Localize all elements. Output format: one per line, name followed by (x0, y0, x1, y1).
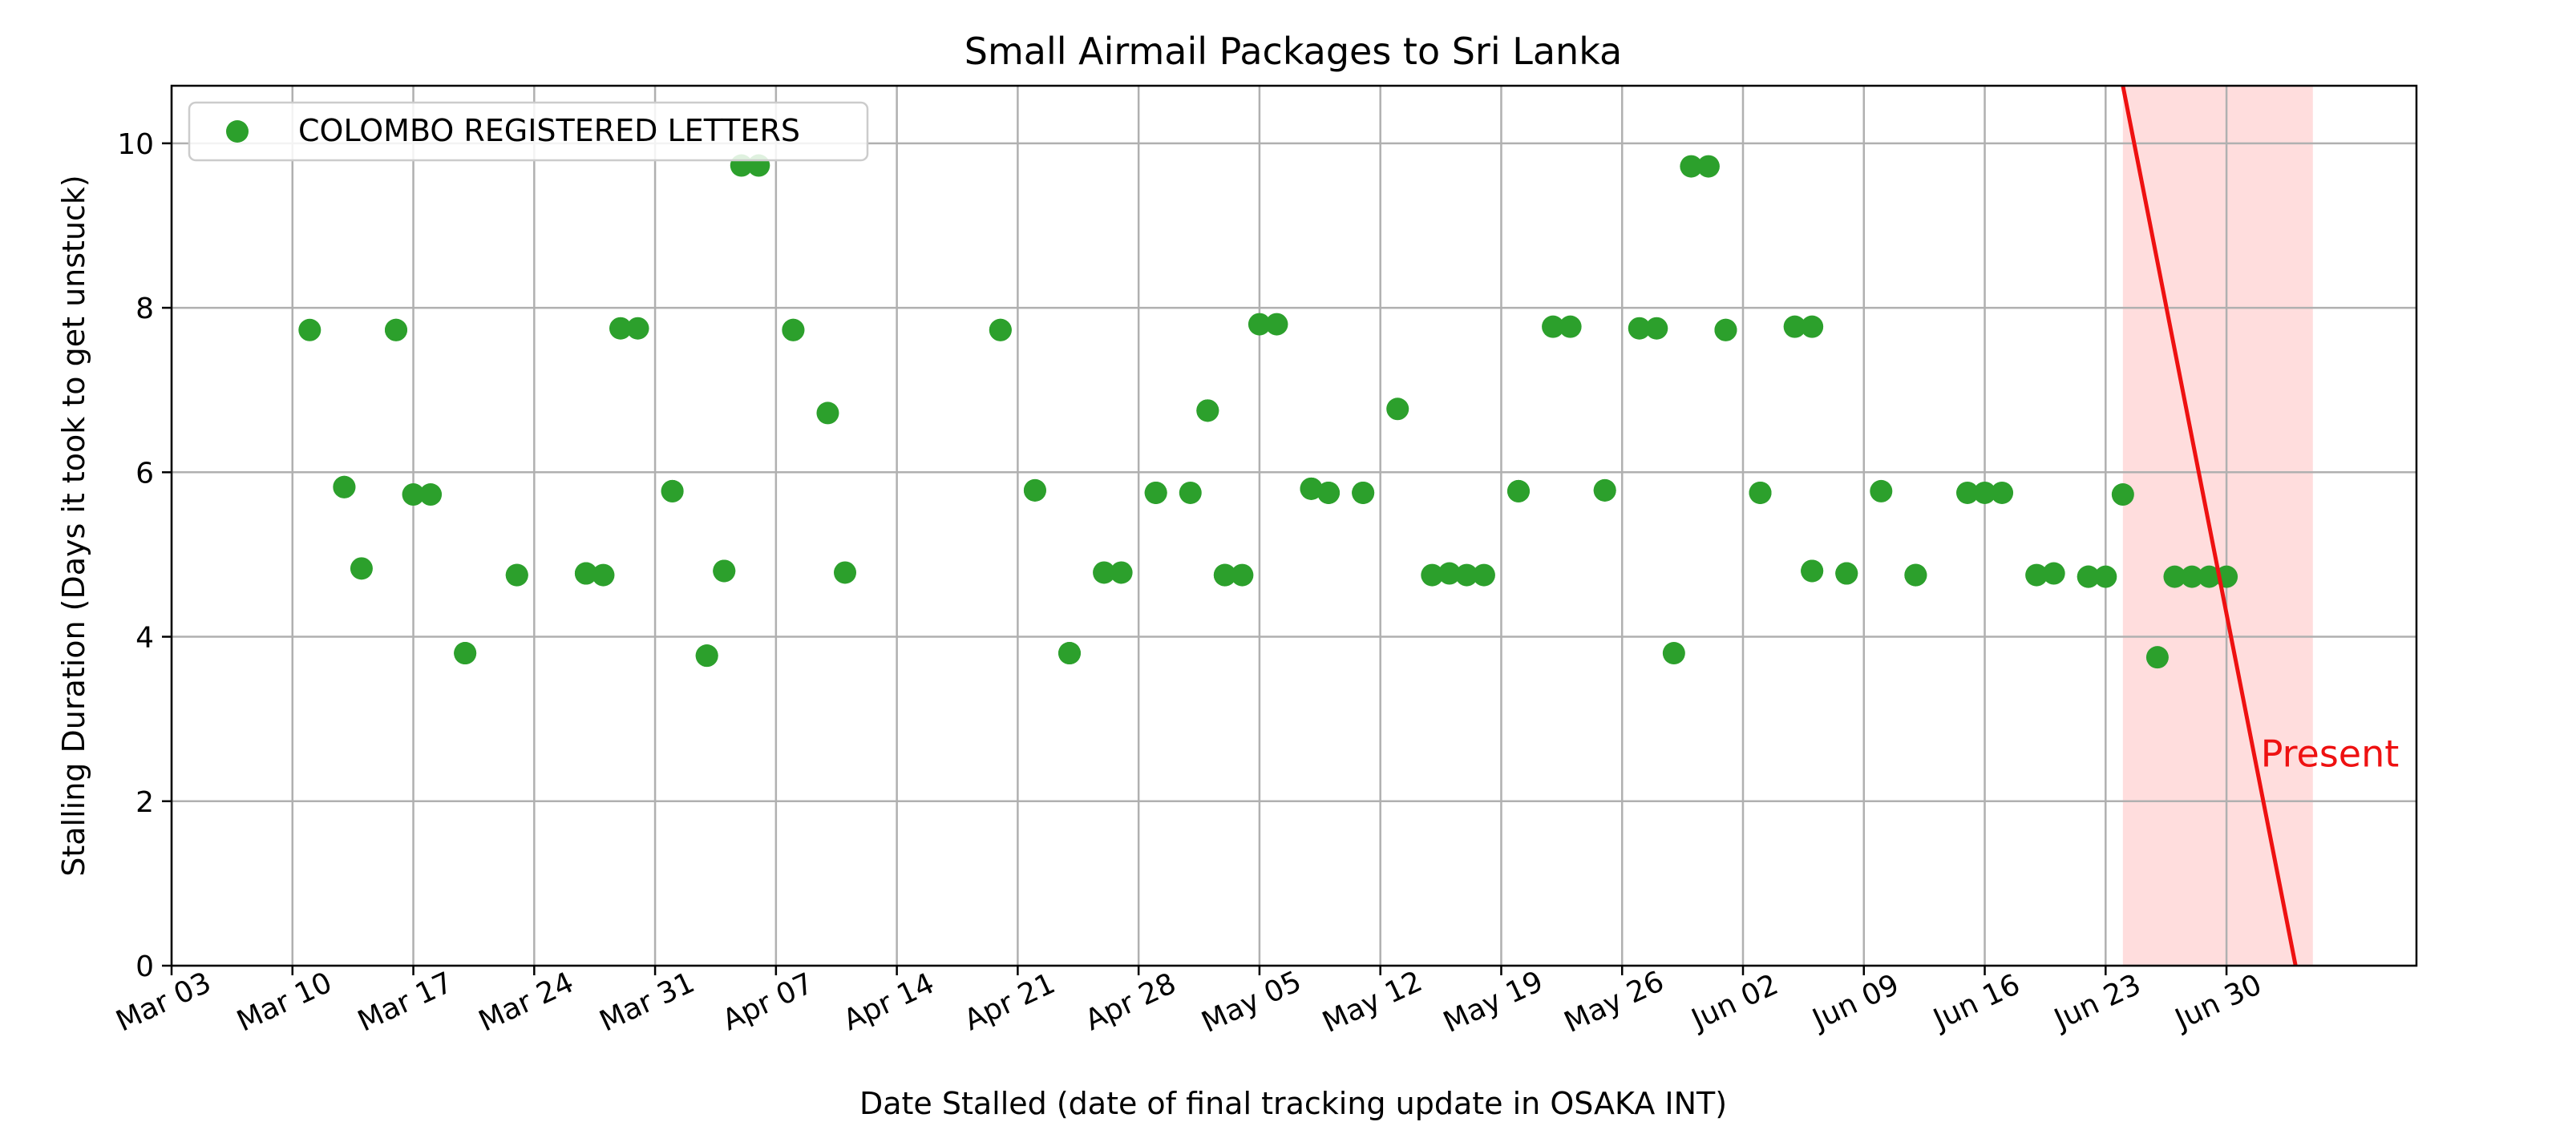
present-shade-layer (2122, 86, 2313, 966)
legend-box (188, 101, 869, 162)
present-shade-region (2122, 86, 2313, 966)
data-point (1265, 313, 1288, 336)
data-point (454, 642, 477, 665)
data-point (1507, 479, 1530, 502)
data-point (1749, 481, 1772, 504)
data-point (1386, 397, 1409, 421)
data-point (1956, 481, 1979, 504)
data-point (2025, 563, 2048, 587)
data-point (1714, 318, 1737, 341)
data-point (1058, 642, 1081, 665)
plot-frame (170, 84, 2418, 967)
data-point (1231, 563, 1254, 587)
data-point (2163, 565, 2186, 588)
present-line (2121, 85, 2298, 966)
data-point (1783, 315, 1806, 338)
data-point (592, 563, 615, 587)
present-annotation-label: Present (2261, 732, 2400, 776)
data-point (816, 402, 839, 425)
scatter-points (298, 154, 2238, 669)
data-point (2181, 565, 2203, 588)
data-point (1093, 561, 1116, 584)
y-tick-label: 0 (135, 950, 154, 983)
data-point (1542, 315, 1565, 338)
data-point (1110, 561, 1133, 584)
y-axis-label: Stalling Duration (Days it took to get u… (56, 175, 91, 877)
data-point (2094, 565, 2117, 588)
data-point (574, 562, 597, 585)
data-point (298, 318, 321, 341)
data-point (1421, 563, 1444, 587)
data-point (350, 557, 373, 580)
data-point (713, 559, 736, 583)
data-point (419, 483, 443, 506)
data-point (1179, 481, 1202, 504)
y-axis-ticks: 0 2 4 6 8 10 (117, 128, 172, 983)
data-point (333, 475, 356, 498)
data-point (385, 318, 407, 341)
data-point (1144, 481, 1167, 504)
data-point (695, 644, 718, 668)
data-point (1801, 559, 1824, 583)
data-point (1904, 563, 1927, 587)
data-point (834, 561, 856, 584)
data-point (1438, 562, 1461, 585)
data-point (505, 563, 528, 587)
data-point (1801, 315, 1824, 338)
data-point (2145, 646, 2169, 669)
data-point (2198, 565, 2221, 588)
y-tick-label: 10 (117, 128, 154, 161)
legend-label: COLOMBO REGISTERED LETTERS (298, 113, 800, 148)
y-tick-label: 2 (135, 786, 154, 819)
data-point (1680, 155, 1703, 178)
data-point (1991, 481, 2014, 504)
data-point (1455, 563, 1478, 587)
data-point (626, 317, 649, 340)
y-tick-label: 6 (135, 457, 154, 490)
data-point (402, 483, 425, 506)
data-point (609, 317, 632, 340)
data-point (782, 318, 805, 341)
legend-marker (226, 120, 249, 143)
data-point (1213, 563, 1236, 587)
data-point (1662, 642, 1685, 665)
present-line-layer (2121, 85, 2298, 966)
data-point (2042, 562, 2065, 585)
data-point (1628, 317, 1651, 340)
data-point (989, 318, 1012, 341)
data-point (1023, 478, 1046, 502)
data-point (1973, 481, 1996, 504)
data-point (1248, 313, 1271, 336)
data-point (1352, 481, 1375, 504)
data-point (1593, 478, 1616, 502)
data-point (1472, 563, 1495, 587)
chart-title: Small Airmail Packages to Sri Lanka (964, 30, 1622, 73)
data-point (2111, 483, 2134, 506)
x-axis-label: Date Stalled (date of final tracking upd… (859, 1086, 1727, 1121)
y-tick-label: 8 (135, 293, 154, 325)
data-point (1696, 155, 1720, 178)
data-point (1645, 317, 1668, 340)
data-point (1317, 481, 1341, 504)
y-tick-label: 4 (135, 622, 154, 655)
data-point (1559, 315, 1582, 338)
data-point (1870, 479, 1893, 502)
data-point (1835, 562, 1858, 585)
data-point (1196, 399, 1219, 422)
data-point (2077, 565, 2100, 588)
data-point (1300, 477, 1323, 500)
data-point (661, 479, 684, 502)
legend: COLOMBO REGISTERED LETTERS (188, 101, 869, 162)
